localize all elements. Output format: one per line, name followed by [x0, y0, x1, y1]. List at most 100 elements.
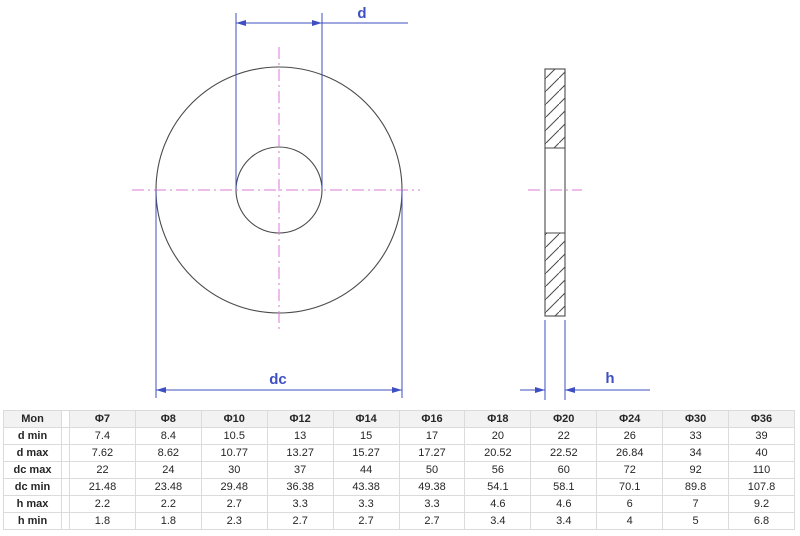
table-cell: 44 — [332, 461, 400, 479]
column-header: Φ20 — [530, 410, 598, 428]
row-label: d min — [3, 427, 62, 445]
column-header: Φ16 — [398, 410, 466, 428]
table-cell: 17.27 — [398, 444, 466, 462]
table-cell: 2.7 — [200, 495, 268, 513]
row-label: d max — [3, 444, 62, 462]
washer-side-view — [528, 68, 582, 317]
table-cell: 6.8 — [728, 512, 795, 530]
table-row: d max 7.62 8.62 10.77 13.27 15.27 17.27 20.52 22… — [3, 444, 795, 462]
table-cell: 60 — [530, 461, 598, 479]
row-label: dc max — [3, 461, 62, 479]
column-header: Φ24 — [596, 410, 664, 428]
column-header: Φ18 — [464, 410, 532, 428]
table-cell: 29.48 — [200, 478, 268, 496]
table-cell: 10.5 — [200, 427, 268, 445]
table-cell: 58.1 — [530, 478, 598, 496]
table-cell: 2.7 — [266, 512, 334, 530]
table-row: d min 7.4 8.4 10.5 13 15 17 20 22 26 33 39 — [3, 427, 795, 445]
table-cell: 43.38 — [332, 478, 400, 496]
spec-table-body: d min 7.4 8.4 10.5 13 15 17 20 22 26 33 39 d max 7.62… — [3, 427, 795, 530]
row-label: dc min — [3, 478, 62, 496]
table-cell: 20.52 — [464, 444, 532, 462]
table-cell: 2.3 — [200, 512, 268, 530]
table-cell: 30 — [200, 461, 268, 479]
dimension-h: h — [520, 320, 650, 400]
hatch-section-top — [545, 69, 565, 148]
table-cell: 7 — [662, 495, 730, 513]
table-cell: 110 — [728, 461, 795, 479]
hatch-section-bottom — [545, 233, 565, 316]
spacer-cell — [61, 512, 70, 530]
table-cell: 4 — [596, 512, 664, 530]
column-header: Φ7 — [69, 410, 136, 428]
spacer-cell — [61, 444, 70, 462]
table-cell: 17 — [398, 427, 466, 445]
table-cell: 49.38 — [398, 478, 466, 496]
table-cell: 1.8 — [134, 512, 202, 530]
dimension-d-label: d — [357, 5, 366, 22]
table-cell: 5 — [662, 512, 730, 530]
table-cell: 1.8 — [69, 512, 136, 530]
table-cell: 10.77 — [200, 444, 268, 462]
table-cell: 107.8 — [728, 478, 795, 496]
table-cell: 2.2 — [134, 495, 202, 513]
spacer-cell — [61, 410, 70, 428]
arrow-right-icon — [312, 20, 322, 26]
technical-drawing: d dc — [132, 5, 650, 400]
table-cell: 13.27 — [266, 444, 334, 462]
table-cell: 13 — [266, 427, 334, 445]
table-row: dc max 22 24 30 37 44 50 56 60 72 92 110 — [3, 461, 795, 479]
spec-table: Mon Φ7 Φ8 Φ10 Φ12 Φ14 Φ16 Φ18 Φ20 Φ24 Φ30 Φ36 d min… — [3, 410, 795, 530]
table-row: dc min 21.48 23.48 29.48 36.38 43.38 49.38 54.1… — [3, 478, 795, 496]
table-cell: 7.4 — [69, 427, 136, 445]
table-cell: 24 — [134, 461, 202, 479]
table-cell: 22 — [69, 461, 136, 479]
table-cell: 15.27 — [332, 444, 400, 462]
table-cell: 3.3 — [332, 495, 400, 513]
table-cell: 89.8 — [662, 478, 730, 496]
spacer-cell — [61, 461, 70, 479]
table-cell: 50 — [398, 461, 466, 479]
table-cell: 22.52 — [530, 444, 598, 462]
table-cell: 70.1 — [596, 478, 664, 496]
row-label: h max — [3, 495, 62, 513]
table-cell: 7.62 — [69, 444, 136, 462]
table-cell: 15 — [332, 427, 400, 445]
spacer-cell — [61, 495, 70, 513]
table-cell: 72 — [596, 461, 664, 479]
arrow-right-icon — [392, 387, 402, 393]
table-cell: 9.2 — [728, 495, 795, 513]
table-cell: 26 — [596, 427, 664, 445]
table-cell: 20 — [464, 427, 532, 445]
table-cell: 56 — [464, 461, 532, 479]
table-cell: 6 — [596, 495, 664, 513]
dimension-dc-label: dc — [269, 371, 287, 388]
arrow-left-icon — [156, 387, 166, 393]
table-cell: 34 — [662, 444, 730, 462]
table-cell: 3.3 — [398, 495, 466, 513]
table-cell: 4.6 — [530, 495, 598, 513]
dimension-dc: dc — [155, 190, 403, 398]
table-cell: 3.4 — [530, 512, 598, 530]
table-cell: 92 — [662, 461, 730, 479]
arrow-right-icon — [535, 387, 545, 393]
table-cell: 3.4 — [464, 512, 532, 530]
table-cell: 39 — [728, 427, 795, 445]
column-header: Φ14 — [332, 410, 400, 428]
arrow-left-icon — [565, 387, 575, 393]
table-cell: 4.6 — [464, 495, 532, 513]
drawing-canvas: d dc — [132, 5, 650, 400]
row-label: h min — [3, 512, 62, 530]
table-cell: 8.4 — [134, 427, 202, 445]
table-cell: 23.48 — [134, 478, 202, 496]
column-header: Φ8 — [134, 410, 202, 428]
column-header: Φ36 — [728, 410, 795, 428]
table-cell: 8.62 — [134, 444, 202, 462]
table-cell: 3.3 — [266, 495, 334, 513]
table-row: h min 1.8 1.8 2.3 2.7 2.7 2.7 3.4 3.4 4 5 6.8 — [3, 512, 795, 530]
table-cell: 2.2 — [69, 495, 136, 513]
table-cell: 54.1 — [464, 478, 532, 496]
corner-header: Mon — [3, 410, 62, 428]
table-cell: 2.7 — [332, 512, 400, 530]
table-cell: 21.48 — [69, 478, 136, 496]
